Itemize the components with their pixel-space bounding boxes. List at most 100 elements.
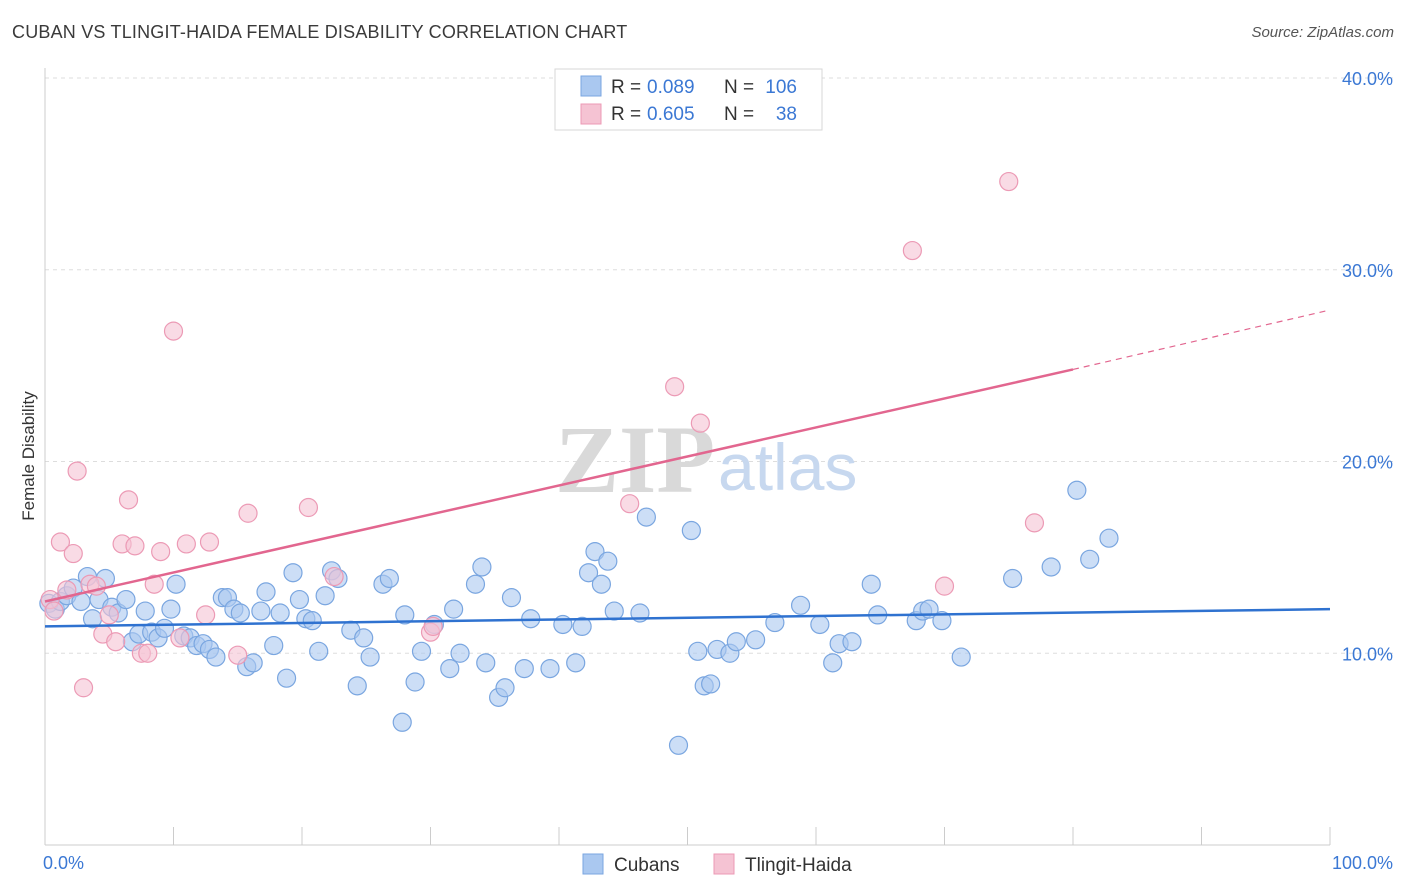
tlingit-haida-point: [298, 497, 319, 518]
cuban-point: [476, 653, 496, 673]
tlingit-haida-point: [238, 503, 258, 523]
tlingit-haida-point: [690, 413, 710, 433]
legend-top: R = 0.089 N = 106 R = 0.605 N = 38: [554, 68, 823, 131]
tlingit-haida-point: [934, 576, 955, 596]
x-tick-label: 0.0%: [43, 853, 84, 873]
tlingit-haida-point: [118, 490, 139, 510]
watermark-atlas: atlas: [718, 430, 857, 504]
tlingit-haida-point: [144, 574, 164, 594]
legend-r-label-1: R =: [611, 77, 641, 98]
cuban-point: [264, 635, 284, 656]
x-tick-labels: 0.0% 100.0%: [43, 853, 1393, 873]
cuban-point: [256, 582, 276, 602]
legend-r-value-1: 0.089: [647, 77, 695, 98]
tlingit-haida-point: [63, 543, 83, 564]
cuban-point: [302, 611, 322, 631]
cuban-point: [566, 653, 586, 673]
cuban-point: [230, 603, 250, 623]
watermark-zip: ZIP: [555, 406, 715, 513]
bottom-legend-swatch-tlingit-haida: [713, 853, 735, 875]
cuban-point: [591, 574, 612, 594]
legend-n-value-2: 38: [776, 104, 797, 125]
cuban-point: [116, 589, 136, 610]
tlingit-haida-point: [196, 605, 216, 625]
tlingit-haida-trend-line: [44, 368, 1074, 603]
tlingit-haida-point: [67, 461, 87, 481]
cuban-point: [585, 542, 605, 562]
tlingit-haida-point: [151, 542, 171, 562]
cuban-point: [746, 630, 766, 650]
tlingit-haida-point: [999, 171, 1019, 192]
cuban-point: [166, 574, 186, 594]
tlingit-haida-point: [902, 240, 922, 261]
cuban-point: [161, 599, 181, 619]
series-tlingit-haida-points: [40, 171, 1045, 698]
tlingit-haida-point: [125, 536, 145, 556]
cuban-point: [1080, 549, 1100, 569]
cuban-point: [450, 643, 470, 663]
y-tick-label: 10.0%: [1342, 644, 1393, 664]
cuban-point: [861, 574, 881, 594]
cuban-point: [636, 507, 656, 527]
cuban-point: [309, 641, 329, 661]
cuban-point: [360, 647, 380, 667]
cuban-point: [604, 601, 624, 621]
cuban-point: [154, 618, 175, 638]
bottom-legend-tlingit-haida: Tlingit-Haida: [745, 855, 852, 876]
cuban-point: [315, 586, 335, 606]
bottom-legend-cubans: Cubans: [614, 855, 680, 876]
cuban-point: [1099, 528, 1119, 548]
cuban-point: [251, 601, 271, 621]
tlingit-haida-point: [176, 534, 196, 554]
tlingit-haida-point: [138, 643, 158, 663]
watermark: ZIP atlas: [555, 406, 857, 513]
legend-swatch-cubans: [580, 75, 602, 97]
bottom-legend-swatch-cubans: [582, 853, 604, 875]
cuban-point: [572, 616, 592, 637]
legend-n-label-2: N =: [724, 104, 754, 125]
cuban-point: [276, 668, 297, 688]
tlingit-haida-point: [228, 645, 248, 665]
grid-lines: [45, 77, 1395, 654]
y-tick-label: 40.0%: [1342, 69, 1393, 89]
y-axis-label: Female Disability: [19, 391, 38, 521]
cuban-point: [283, 563, 303, 583]
cuban-point: [501, 588, 522, 608]
y-tick-labels: 10.0% 20.0% 30.0% 40.0%: [1342, 69, 1393, 664]
cuban-point: [951, 647, 971, 667]
cuban-point: [540, 658, 560, 679]
cuban-point: [243, 653, 263, 673]
tlingit-haida-point: [199, 532, 220, 552]
tlingit-haida-point: [324, 566, 344, 587]
tlingit-haida-point: [620, 494, 640, 514]
cuban-point: [810, 614, 830, 635]
trend-lines: [44, 309, 1331, 628]
tlingit-haida-point: [665, 377, 685, 397]
cuban-point: [823, 653, 843, 673]
cuban-point: [405, 672, 425, 692]
cuban-point: [206, 647, 226, 667]
cuban-point: [444, 599, 464, 619]
legend-n-value-1: 106: [765, 77, 797, 98]
cuban-point: [395, 605, 415, 625]
cuban-point: [726, 632, 746, 652]
legend-r-value-2: 0.605: [647, 104, 695, 125]
cuban-point: [465, 574, 486, 594]
x-tick-label: 100.0%: [1332, 853, 1393, 873]
cuban-point: [379, 568, 399, 589]
cuban-point: [765, 612, 785, 633]
tlingit-haida-point: [73, 678, 94, 698]
cuban-point: [1003, 568, 1023, 589]
y-tick-label: 30.0%: [1342, 261, 1393, 281]
cuban-point: [842, 632, 862, 652]
tlingit-haida-point: [170, 628, 190, 648]
cuban-point: [392, 712, 412, 732]
tlingit-haida-point: [106, 632, 126, 652]
cubans-trend-line: [44, 607, 1331, 628]
cuban-point: [440, 658, 460, 679]
cuban-point: [1067, 480, 1087, 500]
cuban-point: [932, 611, 952, 631]
cuban-point: [578, 563, 599, 583]
tlingit-haida-point: [1024, 513, 1045, 533]
